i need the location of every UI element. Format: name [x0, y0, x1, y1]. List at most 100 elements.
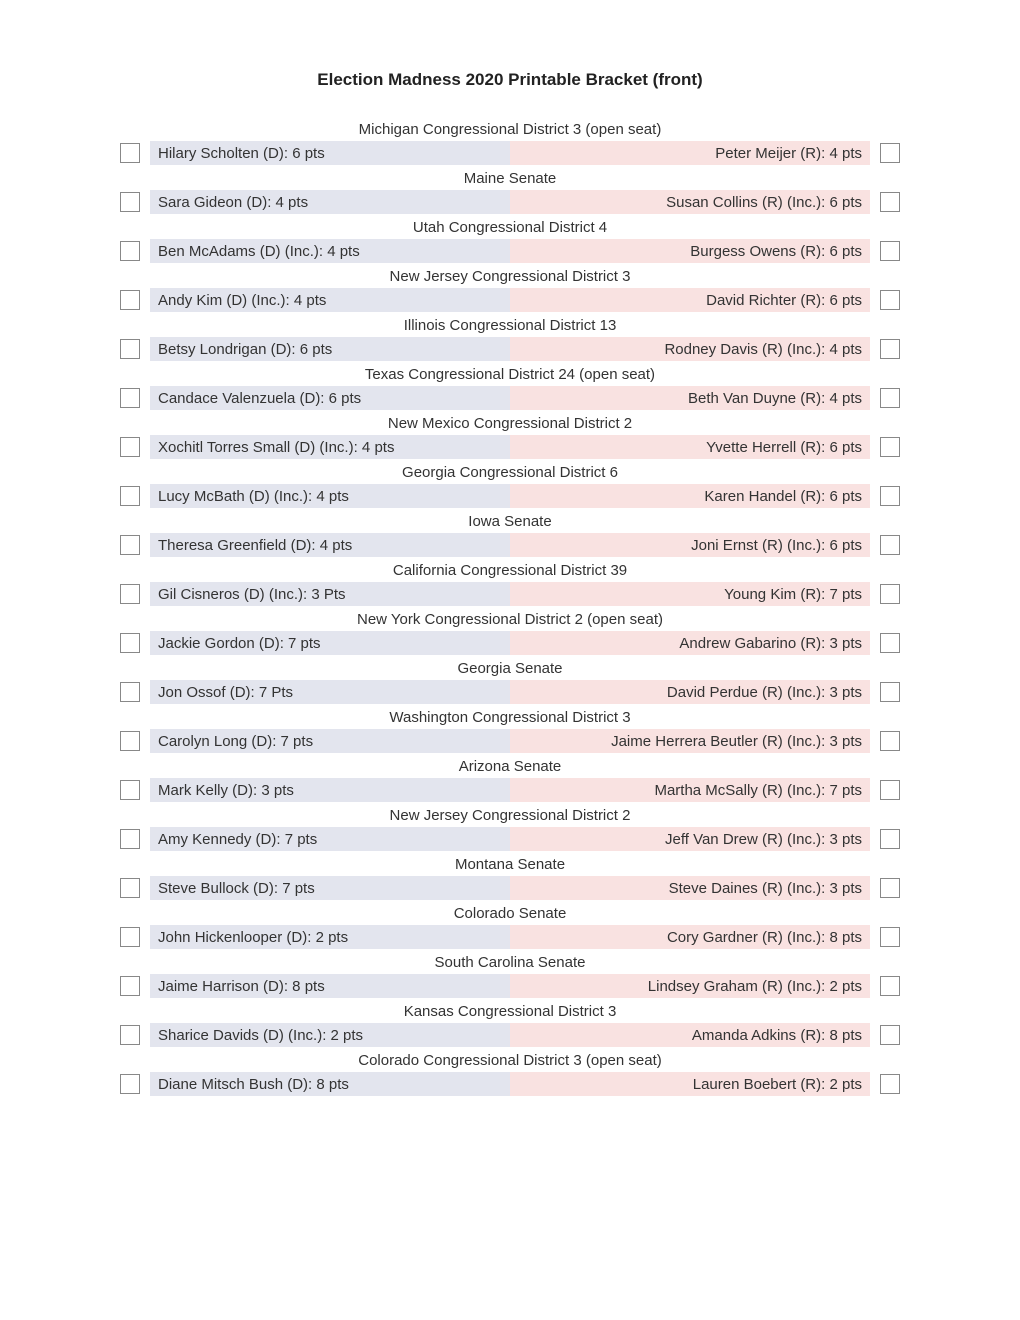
- candidates-row: Sara Gideon (D): 4 ptsSusan Collins (R) …: [120, 190, 900, 214]
- candidate-republican: Cory Gardner (R) (Inc.): 8 pts: [510, 925, 870, 949]
- checkbox-republican[interactable]: [880, 192, 900, 212]
- candidates-row: Jon Ossof (D): 7 PtsDavid Perdue (R) (In…: [120, 680, 900, 704]
- checkbox-democrat[interactable]: [120, 143, 140, 163]
- candidate-democrat: Jon Ossof (D): 7 Pts: [150, 680, 510, 704]
- candidate-republican: Martha McSally (R) (Inc.): 7 pts: [510, 778, 870, 802]
- candidates-row: John Hickenlooper (D): 2 ptsCory Gardner…: [120, 925, 900, 949]
- race-block: Georgia Congressional District 6Lucy McB…: [120, 461, 900, 508]
- checkbox-republican[interactable]: [880, 633, 900, 653]
- race-name: Colorado Senate: [120, 902, 900, 925]
- candidate-democrat: Sara Gideon (D): 4 pts: [150, 190, 510, 214]
- checkbox-democrat[interactable]: [120, 192, 140, 212]
- race-block: Illinois Congressional District 13Betsy …: [120, 314, 900, 361]
- candidates-row: Mark Kelly (D): 3 ptsMartha McSally (R) …: [120, 778, 900, 802]
- checkbox-republican[interactable]: [880, 1025, 900, 1045]
- races-container: Michigan Congressional District 3 (open …: [120, 118, 900, 1096]
- candidates-row: Sharice Davids (D) (Inc.): 2 ptsAmanda A…: [120, 1023, 900, 1047]
- candidate-democrat: Amy Kennedy (D): 7 pts: [150, 827, 510, 851]
- checkbox-democrat[interactable]: [120, 535, 140, 555]
- race-name: Iowa Senate: [120, 510, 900, 533]
- race-block: Utah Congressional District 4Ben McAdams…: [120, 216, 900, 263]
- race-name: Georgia Senate: [120, 657, 900, 680]
- candidate-democrat: Ben McAdams (D) (Inc.): 4 pts: [150, 239, 510, 263]
- checkbox-republican[interactable]: [880, 388, 900, 408]
- checkbox-democrat[interactable]: [120, 780, 140, 800]
- checkbox-republican[interactable]: [880, 290, 900, 310]
- candidates-row: Steve Bullock (D): 7 ptsSteve Daines (R)…: [120, 876, 900, 900]
- checkbox-democrat[interactable]: [120, 1074, 140, 1094]
- checkbox-republican[interactable]: [880, 486, 900, 506]
- checkbox-republican[interactable]: [880, 731, 900, 751]
- checkbox-democrat[interactable]: [120, 682, 140, 702]
- checkbox-democrat[interactable]: [120, 388, 140, 408]
- checkbox-democrat[interactable]: [120, 437, 140, 457]
- race-block: California Congressional District 39Gil …: [120, 559, 900, 606]
- checkbox-republican[interactable]: [880, 780, 900, 800]
- candidate-republican: Burgess Owens (R): 6 pts: [510, 239, 870, 263]
- candidate-democrat: Steve Bullock (D): 7 pts: [150, 876, 510, 900]
- candidate-republican: Amanda Adkins (R): 8 pts: [510, 1023, 870, 1047]
- candidates-row: Amy Kennedy (D): 7 ptsJeff Van Drew (R) …: [120, 827, 900, 851]
- race-name: Illinois Congressional District 13: [120, 314, 900, 337]
- candidates-row: Andy Kim (D) (Inc.): 4 ptsDavid Richter …: [120, 288, 900, 312]
- race-name: Washington Congressional District 3: [120, 706, 900, 729]
- checkbox-republican[interactable]: [880, 878, 900, 898]
- candidate-republican: Karen Handel (R): 6 pts: [510, 484, 870, 508]
- race-block: Colorado SenateJohn Hickenlooper (D): 2 …: [120, 902, 900, 949]
- candidate-democrat: Hilary Scholten (D): 6 pts: [150, 141, 510, 165]
- checkbox-republican[interactable]: [880, 437, 900, 457]
- checkbox-democrat[interactable]: [120, 486, 140, 506]
- checkbox-democrat[interactable]: [120, 878, 140, 898]
- candidate-democrat: Diane Mitsch Bush (D): 8 pts: [150, 1072, 510, 1096]
- candidate-republican: Steve Daines (R) (Inc.): 3 pts: [510, 876, 870, 900]
- checkbox-republican[interactable]: [880, 143, 900, 163]
- race-name: Texas Congressional District 24 (open se…: [120, 363, 900, 386]
- race-block: Texas Congressional District 24 (open se…: [120, 363, 900, 410]
- candidates-row: Jackie Gordon (D): 7 ptsAndrew Gabarino …: [120, 631, 900, 655]
- checkbox-republican[interactable]: [880, 976, 900, 996]
- race-name: Michigan Congressional District 3 (open …: [120, 118, 900, 141]
- candidate-democrat: Candace Valenzuela (D): 6 pts: [150, 386, 510, 410]
- checkbox-democrat[interactable]: [120, 241, 140, 261]
- checkbox-republican[interactable]: [880, 829, 900, 849]
- checkbox-democrat[interactable]: [120, 584, 140, 604]
- checkbox-republican[interactable]: [880, 1074, 900, 1094]
- checkbox-republican[interactable]: [880, 584, 900, 604]
- candidate-republican: Beth Van Duyne (R): 4 pts: [510, 386, 870, 410]
- race-block: Georgia SenateJon Ossof (D): 7 PtsDavid …: [120, 657, 900, 704]
- checkbox-republican[interactable]: [880, 682, 900, 702]
- candidate-democrat: Mark Kelly (D): 3 pts: [150, 778, 510, 802]
- candidate-democrat: Gil Cisneros (D) (Inc.): 3 Pts: [150, 582, 510, 606]
- race-block: Arizona SenateMark Kelly (D): 3 ptsMarth…: [120, 755, 900, 802]
- race-block: Iowa SenateTheresa Greenfield (D): 4 pts…: [120, 510, 900, 557]
- checkbox-democrat[interactable]: [120, 633, 140, 653]
- race-name: Utah Congressional District 4: [120, 216, 900, 239]
- checkbox-republican[interactable]: [880, 927, 900, 947]
- checkbox-democrat[interactable]: [120, 1025, 140, 1045]
- candidate-republican: Lindsey Graham (R) (Inc.): 2 pts: [510, 974, 870, 998]
- candidates-row: Jaime Harrison (D): 8 ptsLindsey Graham …: [120, 974, 900, 998]
- page-title: Election Madness 2020 Printable Bracket …: [120, 70, 900, 90]
- checkbox-democrat[interactable]: [120, 731, 140, 751]
- checkbox-republican[interactable]: [880, 241, 900, 261]
- candidate-democrat: Lucy McBath (D) (Inc.): 4 pts: [150, 484, 510, 508]
- race-name: Montana Senate: [120, 853, 900, 876]
- race-name: Maine Senate: [120, 167, 900, 190]
- race-block: New Mexico Congressional District 2Xochi…: [120, 412, 900, 459]
- checkbox-democrat[interactable]: [120, 976, 140, 996]
- race-name: California Congressional District 39: [120, 559, 900, 582]
- checkbox-democrat[interactable]: [120, 927, 140, 947]
- checkbox-democrat[interactable]: [120, 339, 140, 359]
- race-block: Montana SenateSteve Bullock (D): 7 ptsSt…: [120, 853, 900, 900]
- candidate-republican: Young Kim (R): 7 pts: [510, 582, 870, 606]
- race-name: New Jersey Congressional District 3: [120, 265, 900, 288]
- checkbox-democrat[interactable]: [120, 290, 140, 310]
- race-name: Colorado Congressional District 3 (open …: [120, 1049, 900, 1072]
- candidate-republican: Yvette Herrell (R): 6 pts: [510, 435, 870, 459]
- checkbox-republican[interactable]: [880, 339, 900, 359]
- checkbox-democrat[interactable]: [120, 829, 140, 849]
- checkbox-republican[interactable]: [880, 535, 900, 555]
- race-name: Kansas Congressional District 3: [120, 1000, 900, 1023]
- candidate-republican: Andrew Gabarino (R): 3 pts: [510, 631, 870, 655]
- candidates-row: Ben McAdams (D) (Inc.): 4 ptsBurgess Owe…: [120, 239, 900, 263]
